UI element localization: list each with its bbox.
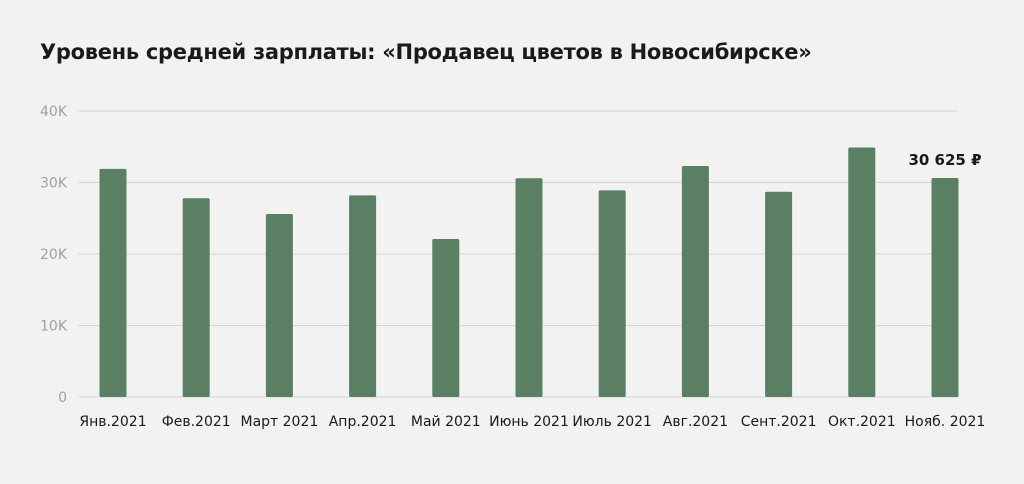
- x-tick-label: Нояб. 2021: [905, 414, 986, 430]
- y-tick-label: 10K: [40, 319, 68, 335]
- x-tick-label: Июнь 2021: [489, 414, 569, 430]
- bar: [99, 168, 127, 397]
- x-tick-label: Авг.2021: [663, 414, 728, 430]
- y-tick-label: 0: [58, 390, 67, 406]
- x-tick-label: Май 2021: [411, 414, 481, 430]
- bar: [681, 166, 709, 397]
- x-tick-label: Фев.2021: [162, 414, 231, 430]
- chart-title: Уровень средней зарплаты: «Продавец цвет…: [40, 40, 812, 64]
- bar: [598, 190, 626, 397]
- bar: [182, 198, 210, 397]
- x-tick-label: Янв.2021: [79, 414, 146, 430]
- x-tick-label: Апр.2021: [329, 414, 397, 430]
- bar: [931, 178, 959, 397]
- x-tick-label: Сент.2021: [741, 414, 817, 430]
- bar: [848, 147, 876, 397]
- bar: [265, 213, 293, 397]
- y-tick-label: 20K: [40, 247, 68, 263]
- bar: [432, 238, 460, 397]
- x-tick-label: Окт.2021: [828, 414, 896, 430]
- x-tick-label: Март 2021: [241, 414, 319, 430]
- bar: [349, 195, 377, 397]
- bar: [765, 191, 793, 397]
- x-tick-label: Июль 2021: [572, 414, 652, 430]
- value-annotation: 30 625 ₽: [908, 151, 981, 169]
- y-tick-label: 30K: [40, 176, 68, 192]
- bar: [515, 178, 543, 397]
- y-tick-label: 40K: [40, 104, 68, 120]
